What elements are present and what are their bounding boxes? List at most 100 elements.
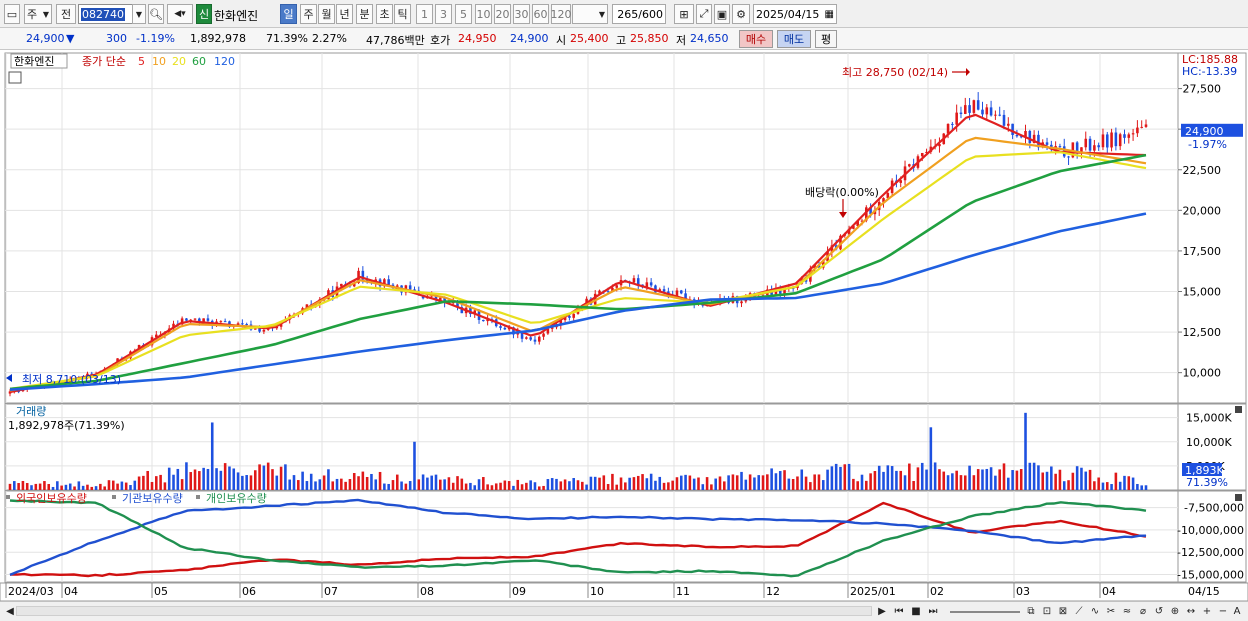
close-icon[interactable] bbox=[1235, 406, 1242, 413]
price-tick-label: 17,500 bbox=[1183, 245, 1222, 258]
candle-body bbox=[1019, 136, 1023, 138]
search-icon[interactable]: 🔍︎ bbox=[148, 4, 164, 24]
wave-icon[interactable]: ≈ bbox=[1122, 605, 1132, 617]
volume-bar bbox=[103, 486, 106, 490]
buy-button[interactable]: 매수 bbox=[739, 30, 773, 48]
zoom-out-icon[interactable]: − bbox=[1218, 605, 1228, 617]
interval-button[interactable]: 120 bbox=[551, 4, 572, 24]
stop-icon[interactable]: ■ bbox=[911, 605, 921, 617]
candle-body bbox=[559, 320, 563, 326]
interval-dropdown[interactable]: ▼ bbox=[572, 4, 608, 24]
candle-body bbox=[473, 310, 477, 315]
volume-bar bbox=[361, 471, 365, 490]
candle-body bbox=[1136, 127, 1139, 134]
speaker-icon[interactable]: ◀▾ bbox=[167, 4, 193, 24]
volume-bar bbox=[1019, 469, 1023, 490]
interval-button[interactable]: 10 bbox=[475, 4, 492, 24]
stock-code-input[interactable]: 082740 bbox=[78, 4, 146, 24]
copy-icon[interactable]: ⊡ bbox=[1042, 605, 1052, 617]
window-icon[interactable]: ▭ bbox=[4, 4, 20, 24]
pan-icon[interactable]: ↔ bbox=[1186, 605, 1196, 617]
volume-bar bbox=[572, 478, 575, 490]
table-icon[interactable] bbox=[8, 71, 22, 84]
crosshair-icon[interactable]: ⤢ bbox=[696, 4, 712, 24]
volume-bar bbox=[998, 469, 1001, 490]
grid-icon[interactable]: ⊞ bbox=[674, 4, 694, 24]
period-button[interactable]: 년 bbox=[336, 4, 353, 24]
tool-icon[interactable]: ⌀ bbox=[1139, 605, 1147, 617]
candle-body bbox=[959, 112, 963, 114]
volume-bar bbox=[1110, 484, 1113, 490]
period-button[interactable]: 분 bbox=[356, 4, 373, 24]
draw-line-icon[interactable]: ⟋ bbox=[1075, 605, 1083, 617]
volume-bar bbox=[908, 463, 911, 490]
fast-forward-icon[interactable]: ⏭ bbox=[928, 605, 938, 617]
candle-body bbox=[258, 327, 261, 332]
rewind-icon[interactable]: ⏮ bbox=[894, 605, 904, 617]
zoom-icon[interactable]: ⊕ bbox=[1170, 605, 1180, 617]
link-icon[interactable]: ⊠ bbox=[1058, 605, 1068, 617]
gear-icon[interactable]: ⚙ bbox=[732, 4, 750, 24]
volume-bar bbox=[537, 486, 541, 490]
scroll-left-icon[interactable]: ◀ bbox=[6, 605, 14, 617]
save-icon[interactable]: ▣ bbox=[714, 4, 730, 24]
candle-body bbox=[783, 288, 786, 294]
volume-bar bbox=[490, 485, 494, 490]
period-button[interactable]: 주 bbox=[300, 4, 317, 24]
volume-bar bbox=[912, 481, 915, 490]
close-icon[interactable] bbox=[1235, 494, 1242, 501]
horizontal-scrollbar[interactable] bbox=[16, 606, 872, 616]
volume-bar bbox=[1118, 481, 1122, 490]
period-button[interactable]: 일 bbox=[280, 4, 297, 24]
volume-bar bbox=[210, 422, 214, 490]
candle-body bbox=[598, 290, 601, 294]
market-select[interactable]: 주 ▼ bbox=[24, 4, 52, 24]
volume-bar bbox=[206, 468, 210, 490]
volume-bar bbox=[77, 481, 81, 490]
zoom-slider[interactable] bbox=[950, 611, 1020, 613]
sell-button[interactable]: 매도 bbox=[777, 30, 811, 48]
chart-panel-3[interactable] bbox=[4, 490, 1179, 583]
candle-body bbox=[503, 327, 507, 330]
period-button[interactable]: 월 bbox=[318, 4, 335, 24]
volume-bar bbox=[1084, 471, 1088, 490]
chart-panel-1[interactable] bbox=[4, 52, 1179, 404]
prev-button[interactable]: 전 bbox=[56, 4, 76, 24]
volume-bar bbox=[494, 483, 498, 490]
volume-bar bbox=[1011, 470, 1014, 490]
candle-body bbox=[1097, 145, 1100, 148]
volume-bar bbox=[1028, 462, 1032, 490]
volume-bar bbox=[632, 477, 636, 490]
stock-chart[interactable]: 27,50025,00022,50020,00017,50015,00012,5… bbox=[0, 50, 1248, 603]
volume-bar bbox=[593, 476, 597, 490]
candle-body bbox=[1050, 144, 1053, 149]
volume-bar bbox=[701, 484, 705, 490]
font-size-icon[interactable]: A bbox=[1233, 605, 1241, 617]
count-field[interactable]: 265/600 bbox=[612, 4, 666, 24]
code-dropdown-icon[interactable]: ▼ bbox=[132, 4, 146, 24]
cut-icon[interactable]: ✂ bbox=[1106, 605, 1116, 617]
layout-icon[interactable]: ⧉ bbox=[1027, 605, 1035, 617]
volume-bar bbox=[985, 468, 989, 490]
play-icon[interactable]: ▶ bbox=[878, 605, 886, 617]
candle-body bbox=[606, 291, 610, 293]
interval-button[interactable]: 5 bbox=[455, 4, 472, 24]
volume-bar bbox=[727, 475, 730, 490]
trend-icon[interactable]: ∿ bbox=[1090, 605, 1100, 617]
volume-bar bbox=[714, 478, 717, 490]
reset-icon[interactable]: ↺ bbox=[1154, 605, 1164, 617]
interval-button[interactable]: 20 bbox=[494, 4, 511, 24]
eval-button[interactable]: 평 bbox=[815, 30, 837, 48]
candle-body bbox=[989, 107, 993, 116]
volume-bar bbox=[636, 475, 640, 490]
zoom-in-icon[interactable]: + bbox=[1202, 605, 1212, 617]
volume-bar bbox=[1097, 477, 1100, 490]
period-button[interactable]: 초 bbox=[376, 4, 393, 24]
interval-button[interactable]: 60 bbox=[532, 4, 549, 24]
interval-button[interactable]: 3 bbox=[435, 4, 452, 24]
calendar-icon[interactable]: ▦ bbox=[824, 8, 834, 20]
interval-button[interactable]: 30 bbox=[513, 4, 530, 24]
interval-button[interactable]: 1 bbox=[416, 4, 433, 24]
date-field[interactable]: 2025/04/15 ▦ bbox=[753, 4, 837, 24]
period-button[interactable]: 틱 bbox=[394, 4, 411, 24]
